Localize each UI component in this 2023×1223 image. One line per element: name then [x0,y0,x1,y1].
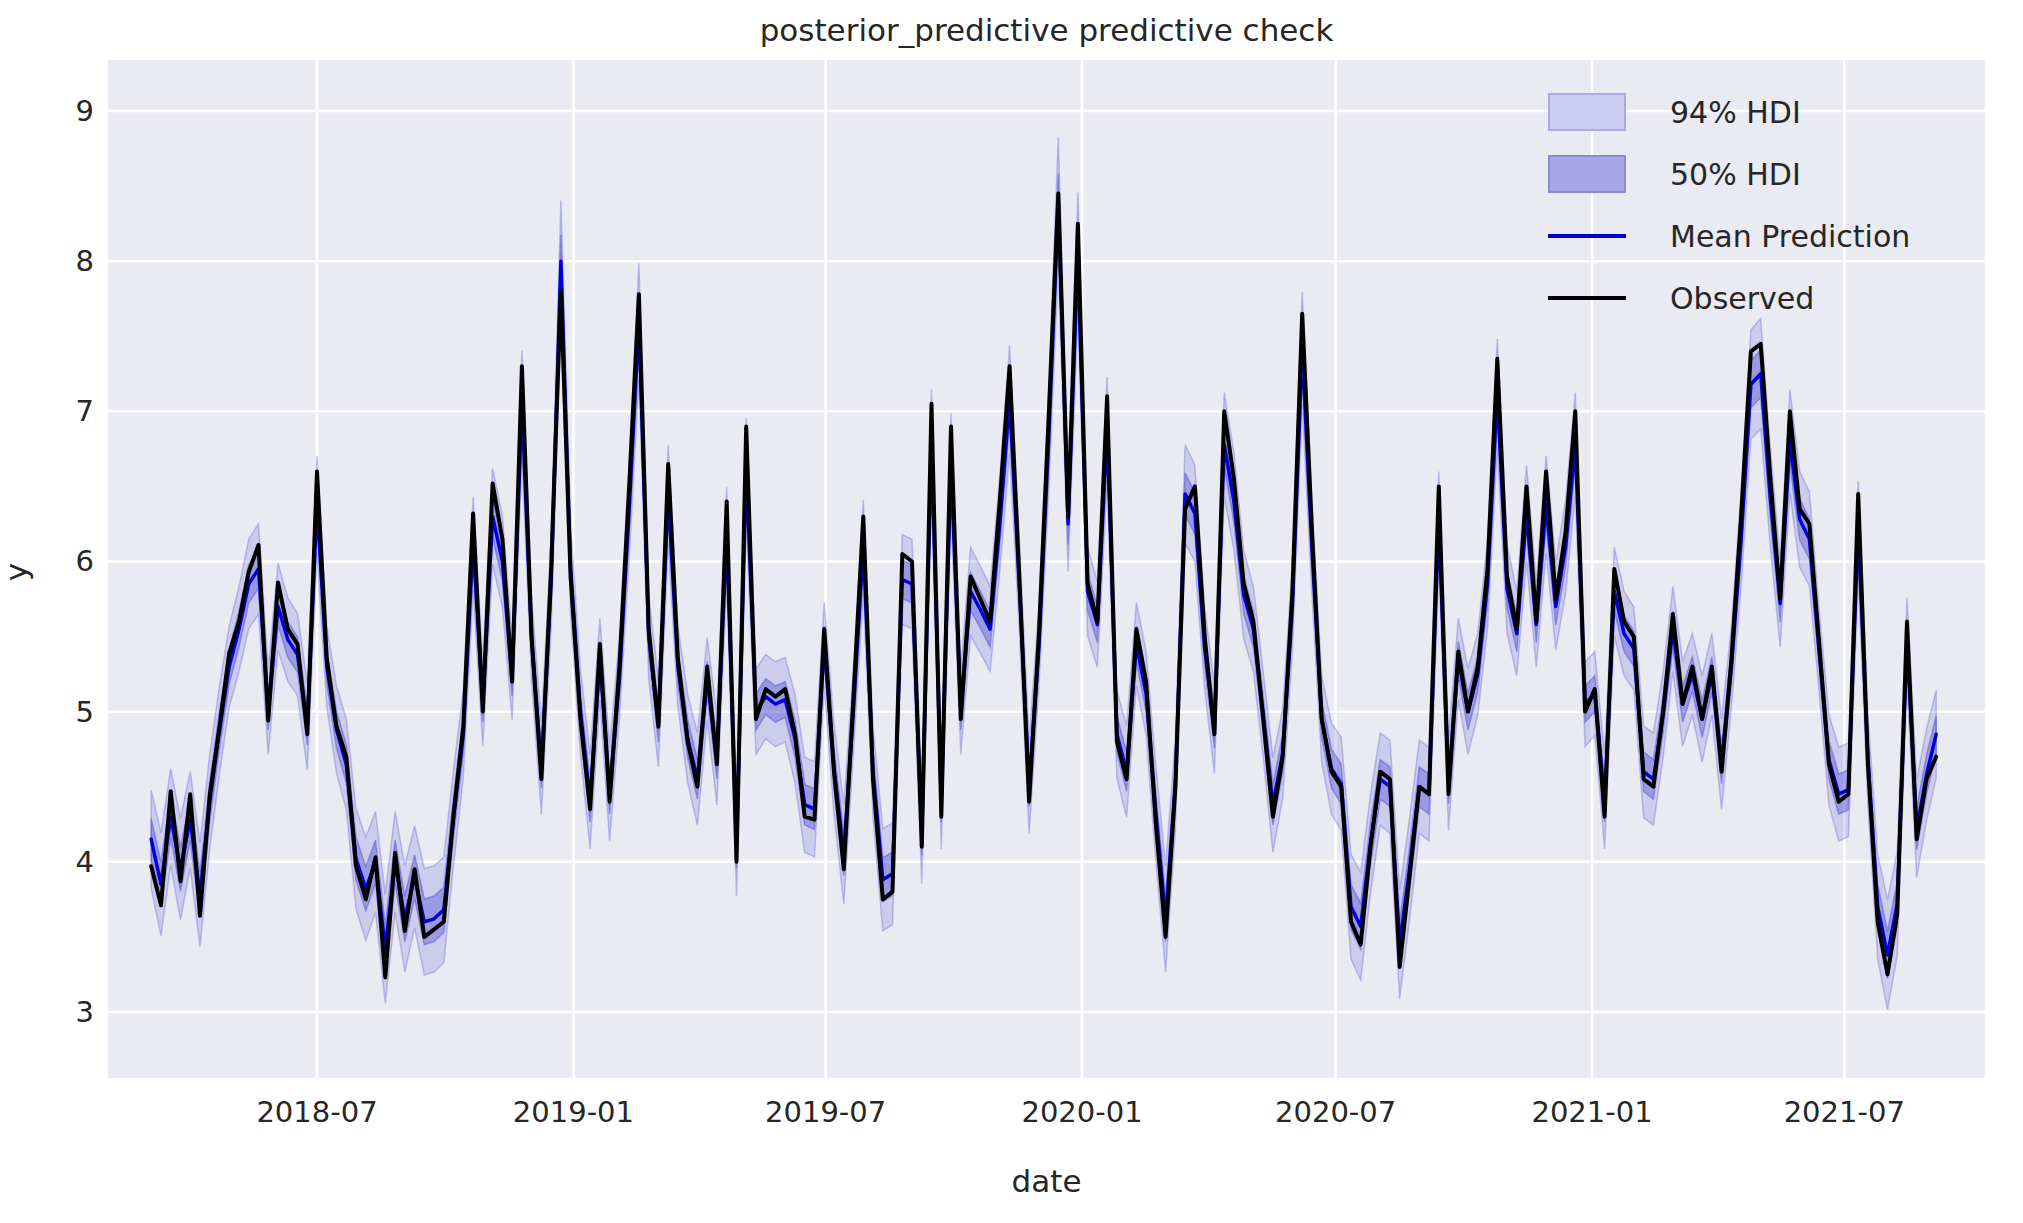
legend-label: 50% HDI [1670,157,1801,192]
x-tick-label: 2020-07 [1275,1095,1396,1129]
y-tick-label: 4 [76,845,94,879]
x-tick-label: 2018-07 [256,1095,377,1129]
observed-line-icon [1548,296,1626,300]
x-tick-label: 2020-01 [1021,1095,1142,1129]
y-tick-label: 5 [76,695,94,729]
hdi94-swatch-icon [1548,93,1626,131]
legend-entry-mean-prediction: Mean Prediction [1548,212,1910,260]
legend: 94% HDI 50% HDI Mean Prediction Observed [1548,88,1910,322]
hdi50-swatch-icon [1548,155,1626,193]
x-tick-label: 2021-01 [1531,1095,1652,1129]
y-tick-label: 3 [76,995,94,1029]
y-tick-label: 6 [76,544,94,578]
x-tick-label: 2021-07 [1784,1095,1905,1129]
plot-title: posterior_predictive predictive check [108,12,1985,48]
legend-entry-observed: Observed [1548,274,1910,322]
y-tick-label: 9 [76,94,94,128]
x-tick-label: 2019-01 [513,1095,634,1129]
posterior-predictive-figure: 2018-07 2019-01 2019-07 2020-01 2020-07 2021-… [0,0,2023,1223]
legend-entry-50-hdi: 50% HDI [1548,150,1910,198]
y-tick-label: 7 [76,394,94,428]
y-tick-label: 8 [76,244,94,278]
legend-label: Mean Prediction [1670,219,1910,254]
legend-label: 94% HDI [1670,95,1801,130]
y-axis-label: y [0,302,34,842]
x-axis-label: date [108,1163,1985,1199]
legend-entry-94-hdi: 94% HDI [1548,88,1910,136]
mean-prediction-line-icon [1548,234,1626,238]
x-tick-label: 2019-07 [765,1095,886,1129]
legend-label: Observed [1670,281,1814,316]
